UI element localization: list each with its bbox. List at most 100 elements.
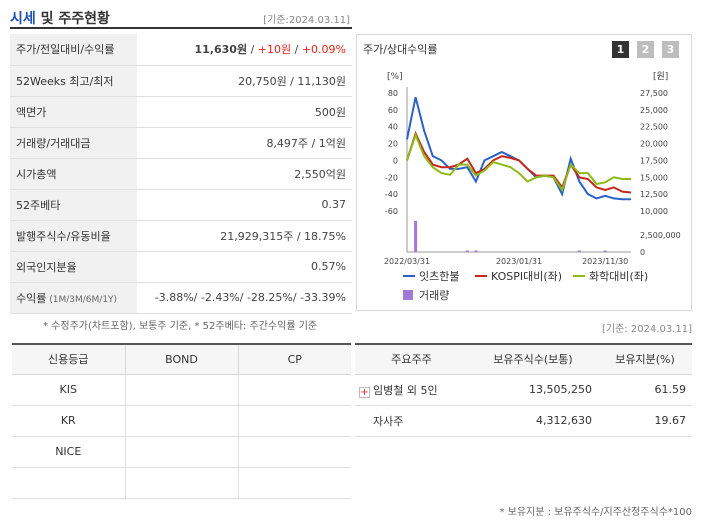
table-row: 52주베타 0.37: [10, 189, 352, 221]
table-row: 외국인지분율 0.57%: [10, 251, 352, 283]
column-header: BOND: [125, 344, 239, 375]
footnote: * 수정주가(차트포함), 보통주 기준, * 52주베타: 주간수익률 기준: [43, 321, 318, 332]
legend-label: 거래량: [419, 289, 449, 302]
table-header-row: 주요주주 보유주식수(보통) 보유지분(%): [355, 344, 692, 375]
row-label: 거래량/거래대금: [10, 127, 137, 159]
table-row: 수익률 (1M/3M/6M/1Y) -3.88%/ -2.43%/ -28.25…: [10, 282, 352, 314]
series-line: [406, 130, 632, 194]
row-label: 시가총액: [10, 158, 137, 190]
pct-cell: 61.59: [598, 374, 692, 406]
chart-panel: 주가/상대수익률 1 2 3 [%] [원] 80 60 40 20 0 -20 -40 -60 2…: [356, 34, 692, 311]
row-value: 8,497주 / 1억원: [137, 127, 352, 159]
footnote-2: * 보유지분 : 보유주식수/지주산정주식수*100: [499, 507, 692, 518]
section-title: 시세 및 주주현황: [10, 11, 110, 27]
table-cell: [125, 436, 239, 468]
y2-tick-label: 15,000: [640, 173, 668, 182]
row-value: 2,550억원: [137, 158, 352, 190]
table-cell: [238, 467, 351, 499]
row-value: 20,750원 / 11,130원: [137, 65, 352, 97]
row-label: 액면가: [10, 96, 137, 128]
column-header: 신용등급: [12, 344, 126, 375]
x-tick-label: 2023/11/30: [582, 257, 628, 266]
y2-tick-label: 22,500: [640, 123, 668, 132]
table-row: 거래량/거래대금 8,497주 / 1억원: [10, 127, 352, 159]
row-value: -3.88%/ -2.43%/ -28.25%/ -33.39%: [137, 282, 352, 314]
legend-label: KOSPI대비(좌): [491, 270, 562, 283]
table-row: 액면가 500원: [10, 96, 352, 128]
volume-bar: [465, 250, 469, 252]
volume-bar: [603, 250, 607, 252]
row-label: 52Weeks 최고/최저: [10, 65, 137, 97]
table-row: [12, 467, 351, 499]
volume-bar: [577, 250, 581, 252]
y-tick-label: 40: [388, 123, 398, 132]
y-tick-label: -40: [385, 190, 398, 199]
left-unit-label: [%]: [387, 72, 403, 82]
table-row: 발행주식수/유동비율 21,929,315주 / 18.75%: [10, 220, 352, 252]
y-tick-label: 80: [388, 89, 398, 98]
y-tick-label: 20: [388, 140, 398, 149]
y2-tick-label: 27,500: [640, 89, 668, 98]
table-row: + 임병철 외 5인 13,505,250 61.59: [355, 374, 692, 406]
row-value: 0.57%: [137, 251, 352, 283]
table-row: KR: [12, 405, 351, 437]
shareholder-name: + 임병철 외 5인: [355, 374, 468, 406]
column-header: 보유주식수(보통): [468, 344, 598, 375]
x-tick-label: 2023/01/31: [496, 257, 542, 266]
table-row: 자사주 4,312,630 19.67: [355, 405, 692, 437]
column-header: 주요주주: [355, 344, 468, 375]
row-value: 21,929,315주 / 18.75%: [137, 220, 352, 252]
row-label: 주가/전일대비/수익률: [10, 34, 137, 66]
reference-date: [기준:2024.03.11]: [263, 15, 350, 26]
y-tick-label: -20: [385, 173, 398, 182]
row-label: 발행주식수/유동비율: [10, 220, 137, 252]
chart-page-2-button[interactable]: 2: [637, 41, 654, 58]
y2-tick-label: 20,000: [640, 140, 668, 149]
y2-tick-label: 25,000: [640, 106, 668, 115]
row-label: 수익률 (1M/3M/6M/1Y): [10, 282, 137, 314]
volume-tick-label: 2,500,000: [640, 231, 681, 240]
y-tick-label: 60: [388, 106, 398, 115]
table-row: 52Weeks 최고/최저 20,750원 / 11,130원: [10, 65, 352, 97]
pct-cell: 19.67: [598, 405, 692, 437]
table-cell: KIS: [12, 374, 126, 406]
right-unit-label: [원]: [653, 71, 668, 82]
row-value: 11,630원 / +10원 / +0.09%: [137, 34, 352, 66]
shareholders-table: 주요주주 보유주식수(보통) 보유지분(%) + 임병철 외 5인 13,505,…: [355, 343, 692, 437]
row-label: 52주베타: [10, 189, 137, 221]
volume-bar: [474, 250, 478, 252]
table-cell: [238, 405, 351, 437]
table-row: KIS: [12, 374, 351, 406]
y-tick-label: -60: [385, 207, 398, 216]
table-row: 시가총액 2,550억원: [10, 158, 352, 190]
y2-tick-label: 17,500: [640, 156, 668, 165]
row-label: 외국인지분율: [10, 251, 137, 283]
chart-page-1-button[interactable]: 1: [612, 41, 629, 58]
legend-label: 잇츠한불: [419, 270, 459, 283]
table-cell: [125, 405, 239, 437]
table-cell: [238, 436, 351, 468]
volume-zero-label: 0: [640, 248, 645, 257]
row-value: 0.37: [137, 189, 352, 221]
volume-bar: [414, 220, 418, 252]
legend-swatch: [403, 290, 413, 300]
table-row: NICE: [12, 436, 351, 468]
chart-title: 주가/상대수익률: [363, 43, 438, 56]
row-value: 500원: [137, 96, 352, 128]
table-cell: [12, 467, 126, 499]
y2-tick-label: 12,500: [640, 190, 668, 199]
chart-page-3-button[interactable]: 3: [662, 41, 679, 58]
shares-cell: 4,312,630: [468, 405, 598, 437]
table-cell: KR: [12, 405, 126, 437]
y-tick-label: 0: [393, 156, 398, 165]
table-cell: [238, 374, 351, 406]
expand-icon[interactable]: +: [359, 386, 370, 398]
x-tick-label: 2022/03/31: [384, 257, 430, 266]
section-header: 시세 및 주주현황 [기준:2024.03.11]: [10, 7, 352, 29]
column-header: 보유지분(%): [598, 344, 692, 375]
price-info-table: 주가/전일대비/수익률 11,630원 / +10원 / +0.09% 52We…: [10, 34, 352, 314]
table-cell: [125, 374, 239, 406]
reference-date-2: [기준: 2024.03.11]: [601, 324, 692, 335]
series-line: [406, 132, 631, 193]
credit-rating-table: 신용등급 BOND CP KIS KR NICE: [12, 343, 351, 499]
